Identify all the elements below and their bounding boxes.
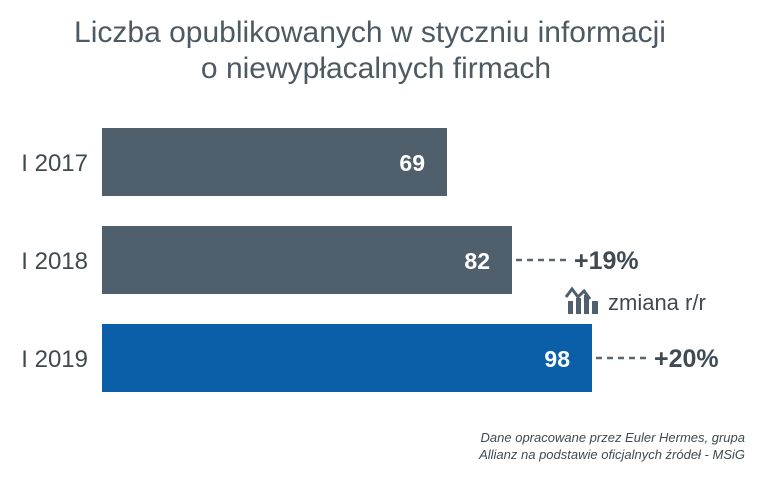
- legend: zmiana r/r: [564, 286, 706, 315]
- yoy-change-icon: [564, 286, 598, 314]
- bars-group: I 2017 69 I 2018 82 +19% I 2019 98 +20%: [21, 128, 719, 392]
- bar-0: [102, 128, 447, 196]
- value-label-2: 98: [544, 346, 570, 372]
- category-label-0: I 2017: [21, 150, 88, 177]
- change-label-2: +20%: [654, 345, 719, 373]
- chart-title-line-2: o niewypłacalnych firmach: [201, 52, 551, 85]
- legend-label: zmiana r/r: [608, 290, 706, 315]
- source-note-line-1: Dane opracowane przez Euler Hermes, grup…: [481, 430, 745, 445]
- change-label-1: +19%: [574, 247, 639, 275]
- source-note-line-2: Allianz na podstawie oficjalnych źródeł …: [478, 447, 745, 462]
- bar-2: [102, 324, 592, 392]
- chart-title-line-1: Liczba opublikowanych w styczniu informa…: [74, 16, 666, 49]
- bar-1: [102, 226, 512, 294]
- category-label-2: I 2019: [21, 346, 88, 373]
- category-label-1: I 2018: [21, 248, 88, 275]
- value-label-1: 82: [464, 248, 490, 274]
- value-label-0: 69: [399, 150, 425, 176]
